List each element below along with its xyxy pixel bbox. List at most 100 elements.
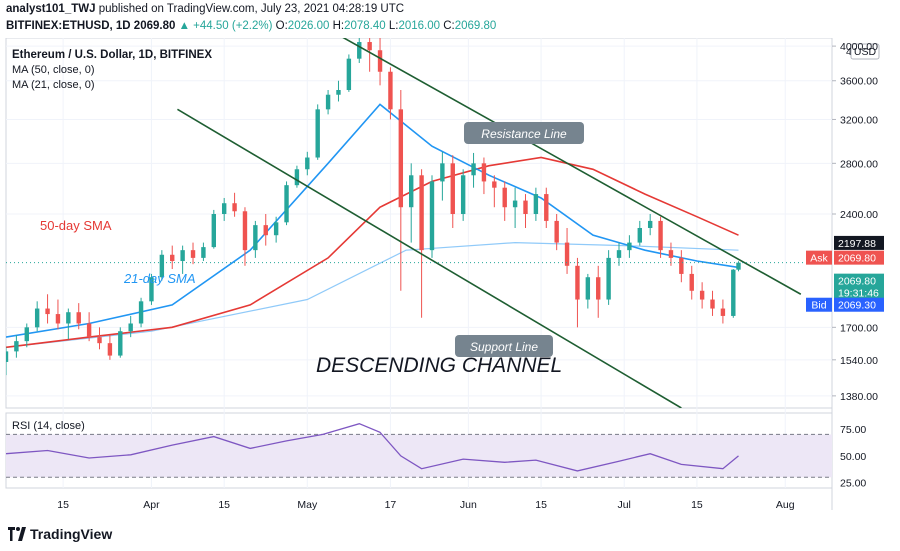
ma21-line: [6, 103, 739, 338]
chart-header: analyst101_TWJ published on TradingView.…: [0, 0, 900, 38]
time-tick-label-6: 15: [535, 499, 547, 511]
candle-body-59: [616, 250, 622, 258]
candle-body-55: [575, 265, 580, 300]
price-tick-label-1: 3600.00: [840, 76, 878, 88]
rsi-tick-label-1: 50.00: [840, 451, 866, 463]
price-tick-label-2: 3200.00: [840, 114, 878, 126]
candle-body-65: [679, 257, 684, 274]
candle-body-63: [658, 220, 663, 251]
candle-body-2: [24, 327, 29, 342]
candle-body-51: [533, 194, 539, 214]
candle-body-48: [502, 187, 507, 208]
change-arrow-icon: ▲: [178, 20, 190, 32]
candle-body-8: [86, 323, 92, 338]
last-price: 2069.80: [133, 20, 176, 32]
tag-value-box-2: [834, 273, 884, 300]
main-pane[interactable]: [5, 38, 833, 409]
price-tick-label-6: 1540.00: [840, 355, 878, 367]
candle-body-60: [627, 242, 632, 251]
publisher-name[interactable]: analyst101_TWJ: [6, 3, 96, 15]
ohlc-open-label: O:: [275, 20, 288, 32]
candle-body-33: [346, 58, 352, 91]
candle-body-38: [398, 109, 404, 208]
resistance-line: [342, 38, 802, 295]
candle-body-46: [481, 163, 487, 182]
publish-line: analyst101_TWJ published on TradingView.…: [6, 3, 404, 15]
price-axis-top-label: 4: [846, 46, 852, 58]
tag-label-box-3: [806, 297, 832, 312]
price-axis-ticks: 4000.00 3600.00 3200.00 2800.00 2400.00 1700.…: [832, 41, 878, 403]
price-tick-label-4: 2400.00: [840, 209, 878, 221]
candle-body-56: [585, 277, 591, 300]
published-text: published on TradingView.com, July 23, 2…: [98, 3, 405, 15]
candle-body-17: [180, 250, 185, 262]
candle-body-21: [221, 203, 227, 214]
candle-body-11: [118, 331, 123, 356]
candle-body-12: [128, 323, 133, 332]
annotation-support-line: Support Line: [470, 340, 538, 354]
candle-body-0: [6, 351, 9, 362]
candle-body-71: [736, 262, 741, 270]
price-tick-label-3: 2800.00: [840, 158, 878, 170]
candle-body-5: [55, 314, 61, 324]
tradingview-logo[interactable]: TradingView: [8, 525, 112, 542]
legend-ma50: MA (50, close, 0): [12, 64, 95, 76]
candle-body-25: [263, 225, 268, 236]
candle-body-36: [377, 50, 383, 72]
time-tick-label-1: Apr: [143, 499, 160, 511]
currency-label: USD: [854, 46, 877, 58]
tag-label-1: Ask: [810, 253, 828, 265]
ohlc-open-value: 2026.00: [287, 20, 330, 32]
candle-body-13: [138, 301, 144, 324]
rsi-tick-label-0: 75.00: [840, 424, 866, 436]
candle-body-52: [544, 194, 549, 221]
candle-body-53: [554, 220, 559, 243]
candle-body-68: [710, 299, 715, 309]
candle-body-62: [647, 220, 653, 228]
tag-label-box-1: [806, 250, 832, 265]
candle-body-42: [440, 163, 445, 182]
candle-body-44: [460, 175, 466, 214]
price-tick-label-5: 1700.00: [840, 322, 878, 334]
candle-body-6: [66, 312, 71, 324]
ohlc-high-label: H:: [332, 20, 345, 32]
support-line: [177, 108, 682, 408]
time-tick-label-0: 15: [57, 499, 69, 511]
symbol-label: BITFINEX:ETHUSD, 1D: [6, 20, 131, 32]
candle-body-3: [34, 308, 40, 328]
candle-body-23: [242, 211, 248, 251]
candle-body-18: [190, 250, 196, 258]
candle-body-70: [731, 269, 736, 316]
candle-body-16: [170, 254, 175, 262]
legend-title: Ethereum / U.S. Dollar, 1D, BITFINEX: [12, 49, 212, 61]
currency-button[interactable]: [850, 43, 880, 60]
candle-body-39: [409, 175, 414, 208]
candle-body-67: [699, 290, 705, 300]
footer: TradingView: [0, 520, 900, 551]
rsi-label: RSI (14, close): [12, 420, 85, 432]
candle-body-32: [336, 90, 341, 95]
price-chart[interactable]: Ethereum / U.S. Dollar, 1D, BITFINEX MA …: [0, 38, 900, 520]
rsi-band: [6, 434, 832, 478]
annotation-resistance-line: Resistance Line: [481, 127, 567, 141]
time-axis-ticks: 15 Apr 15 May 17 Jun 15 Jul 15 Aug: [57, 499, 794, 511]
candle-body-15: [159, 254, 165, 278]
tag-value-3: 2069.30: [838, 300, 876, 312]
candle-body-64: [668, 250, 674, 258]
legend-ma21: MA (21, close, 0): [12, 79, 95, 91]
candle-body-41: [429, 181, 435, 251]
time-tick-label-3: May: [297, 499, 318, 511]
price-tick-label-7: 1380.00: [840, 391, 878, 403]
annotation-21-day-sma: 21-day SMA: [123, 271, 196, 286]
candle-body-66: [689, 273, 694, 291]
candle-body-28: [294, 169, 300, 186]
time-tick-label-2: 15: [218, 499, 230, 511]
candle-body-69: [720, 308, 726, 316]
tradingview-logo-icon: [8, 527, 26, 541]
ohlc-close-value: 2069.80: [454, 20, 497, 32]
candle-body-19: [201, 247, 206, 258]
candle-body-31: [325, 94, 331, 110]
tag-countdown-2: 19:31:46: [838, 288, 879, 300]
candle-body-7: [76, 312, 81, 324]
